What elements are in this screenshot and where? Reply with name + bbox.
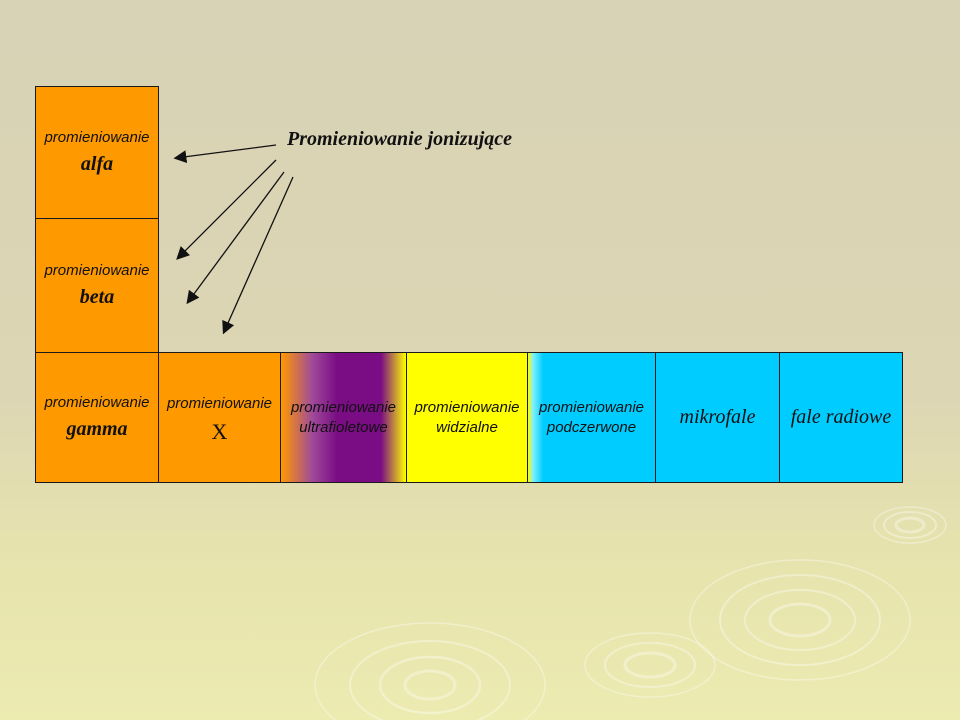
cell-infrared-line2: podczerwone xyxy=(546,419,637,436)
cell-uv-line1: promieniowanie xyxy=(290,399,397,416)
cell-radio: fale radiowe xyxy=(779,352,903,483)
cell-radio-label: fale radiowe xyxy=(790,406,892,428)
cell-microwave-label: mikrofale xyxy=(679,406,756,428)
arrow-to-beta-2 xyxy=(186,171,285,305)
cell-uv: promieniowanie ultrafioletowe xyxy=(280,352,407,483)
ionizing-radiation-title: Promieniowanie jonizujące xyxy=(287,128,513,150)
cell-gamma: promieniowanie gamma xyxy=(35,352,159,483)
arrow-to-alfa xyxy=(173,144,277,164)
cell-infrared-line1: promieniowanie xyxy=(538,399,645,416)
cell-visible-line1: promieniowanie xyxy=(414,399,520,416)
cell-visible: promieniowanie widzialne xyxy=(406,352,528,483)
arrow-to-x xyxy=(222,176,294,335)
cell-gamma-line1: promieniowanie xyxy=(44,394,150,411)
cell-beta-line2: beta xyxy=(79,286,115,308)
cell-alfa: promieniowanie alfa xyxy=(35,86,159,219)
cell-microwave: mikrofale xyxy=(655,352,780,483)
cell-alfa-line2: alfa xyxy=(80,153,114,175)
cell-alfa-line1: promieniowanie xyxy=(44,129,150,146)
arrow-to-beta xyxy=(176,159,277,260)
cell-beta-line1: promieniowanie xyxy=(44,262,150,279)
cell-uv-line2: ultrafioletowe xyxy=(299,419,388,436)
cell-infrared: promieniowanie podczerwone xyxy=(527,352,656,483)
cell-gamma-line2: gamma xyxy=(66,418,128,440)
cell-beta: promieniowanie beta xyxy=(35,218,159,353)
cell-x: promieniowanie X xyxy=(158,352,281,483)
cell-visible-line2: widzialne xyxy=(436,419,498,436)
cell-x-line1: promieniowanie xyxy=(166,395,273,412)
cell-x-line2: X xyxy=(211,419,228,444)
